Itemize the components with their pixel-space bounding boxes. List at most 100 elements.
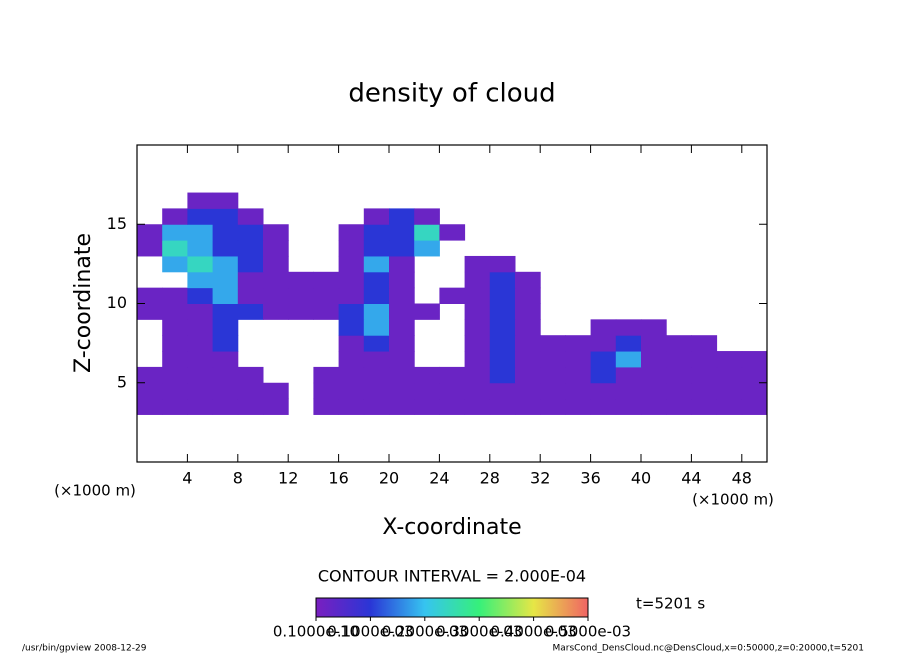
density-cell	[590, 366, 617, 384]
density-cell	[414, 366, 440, 384]
density-cell	[363, 224, 390, 241]
x-tick-label: 48	[732, 469, 752, 488]
density-cell	[389, 287, 415, 304]
density-cell	[489, 255, 516, 273]
density-cell	[691, 335, 718, 352]
density-cell	[263, 224, 289, 241]
density-cell	[515, 366, 541, 384]
density-cell	[137, 287, 163, 304]
density-cell	[439, 366, 466, 384]
colorbar-label: 0.2000e-03	[382, 623, 468, 641]
density-cell	[187, 366, 214, 384]
x-tick-label: 44	[681, 469, 701, 488]
density-cell	[464, 319, 491, 336]
density-cell	[212, 192, 239, 209]
density-cell	[237, 398, 264, 415]
density-cell	[666, 335, 692, 352]
colorbar-label: 0.1000e-10	[273, 623, 359, 641]
density-cell	[338, 398, 365, 415]
density-cell	[641, 335, 667, 352]
density-cell	[716, 351, 743, 368]
density-cell	[363, 208, 390, 225]
density-cell	[489, 335, 516, 352]
density-cell	[338, 319, 365, 336]
density-cell	[515, 287, 541, 304]
density-cell	[515, 398, 541, 415]
density-cell	[212, 255, 239, 273]
x-tick-label: 4	[182, 469, 192, 488]
density-cell	[137, 366, 163, 384]
density-cell	[237, 208, 264, 225]
density-cell	[464, 351, 491, 368]
density-cell	[666, 351, 692, 368]
x-tick-label: 12	[278, 469, 298, 488]
density-cell	[162, 208, 188, 225]
density-cell	[212, 335, 239, 352]
density-cell	[641, 351, 667, 368]
density-cell	[389, 240, 415, 257]
density-cell	[389, 398, 415, 415]
x-tick-label: 40	[631, 469, 651, 488]
density-cell	[641, 366, 667, 384]
density-cell	[187, 303, 214, 320]
density-cell	[288, 271, 314, 289]
density-cell	[212, 319, 239, 336]
density-cell	[187, 319, 214, 336]
density-cell	[288, 287, 314, 304]
density-cell	[666, 366, 692, 384]
density-cell	[565, 398, 592, 415]
density-cell	[187, 351, 214, 368]
density-cell	[137, 398, 163, 415]
density-cell	[363, 319, 390, 336]
density-cell	[439, 382, 466, 400]
density-cell	[615, 319, 642, 336]
density-cell	[212, 208, 239, 225]
density-cell	[414, 224, 440, 241]
density-cell	[313, 398, 340, 415]
density-cell	[187, 287, 214, 304]
density-cell	[162, 319, 188, 336]
chart-title: density of cloud	[348, 79, 555, 109]
density-cell	[414, 240, 440, 257]
density-cell	[137, 382, 163, 400]
density-cell	[187, 192, 214, 209]
density-cell	[565, 335, 592, 352]
density-cell	[489, 319, 516, 336]
density-cell	[515, 382, 541, 400]
density-cell	[187, 208, 214, 225]
density-cell	[590, 351, 617, 368]
density-cell	[288, 303, 314, 320]
density-cell	[691, 398, 718, 415]
density-cell	[162, 224, 188, 241]
density-cell	[590, 335, 617, 352]
colorbar-label: 0.5000e-03	[545, 623, 631, 641]
density-cell	[389, 255, 415, 273]
density-cell	[741, 366, 768, 384]
density-cell	[237, 382, 264, 400]
density-cell	[363, 366, 390, 384]
density-cell	[162, 255, 188, 273]
x-unit-right: (×1000 m)	[692, 491, 774, 509]
x-tick-label: 8	[233, 469, 243, 488]
density-cell	[237, 240, 264, 257]
density-cell	[263, 287, 289, 304]
density-cell	[187, 224, 214, 241]
density-cell	[590, 398, 617, 415]
density-cell	[363, 287, 390, 304]
y-tick-label: 15	[107, 214, 127, 233]
density-cell	[263, 398, 289, 415]
density-cell	[212, 366, 239, 384]
density-cell	[615, 335, 642, 352]
density-cell	[263, 240, 289, 257]
density-cell	[540, 398, 566, 415]
density-cell	[641, 382, 667, 400]
density-cell	[389, 319, 415, 336]
x-tick-label: 36	[580, 469, 600, 488]
density-cell	[363, 271, 390, 289]
y-tick-label: 10	[107, 293, 127, 312]
density-cell	[414, 208, 440, 225]
colorbar-label: 0.1000e-03	[327, 623, 413, 641]
density-cell	[212, 303, 239, 320]
x-tick-label: 32	[530, 469, 550, 488]
density-cell	[515, 303, 541, 320]
